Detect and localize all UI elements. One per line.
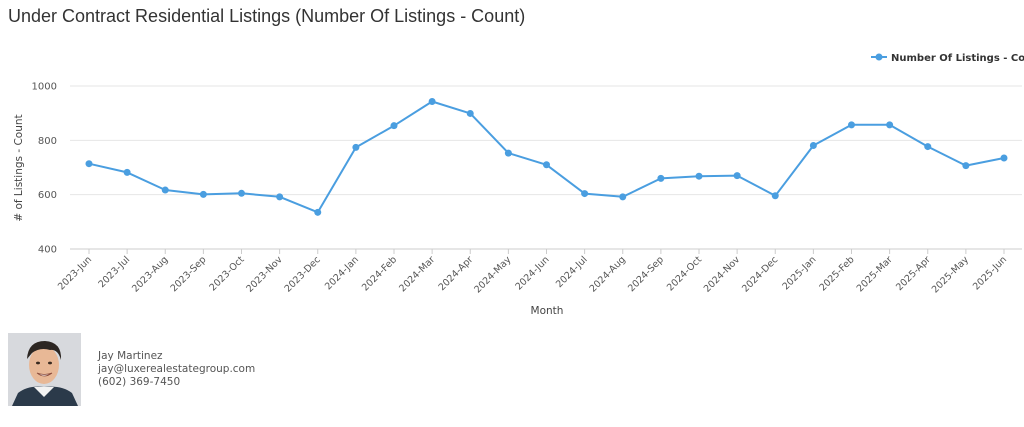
series-line [88, 100, 1005, 214]
data-point [314, 208, 322, 216]
x-tick-label: 2024-Apr [437, 254, 476, 293]
x-tick-label: 2023-Sep [169, 254, 209, 294]
legend-marker [875, 53, 883, 61]
page-title: Under Contract Residential Listings (Num… [8, 6, 526, 26]
y-tick-label: 400 [38, 245, 57, 256]
data-point [504, 149, 512, 157]
data-point [238, 189, 245, 197]
agent-email[interactable]: jay@luxerealestategroup.com [98, 363, 256, 375]
y-tick-label: 1000 [32, 82, 57, 93]
x-tick-label: 2024-Dec [740, 254, 780, 294]
legend-label: Number Of Listings - Count [891, 53, 1024, 64]
data-point [276, 193, 284, 201]
data-point [161, 186, 169, 194]
data-point [886, 121, 894, 129]
y-axis-title: # of Listings - Count [13, 114, 25, 221]
x-tick-label: 2025-Mar [855, 254, 895, 294]
x-tick-label: 2024-Nov [702, 254, 743, 295]
data-point [771, 192, 779, 200]
data-point [695, 172, 703, 180]
agent-name: Jay Martinez [98, 350, 163, 362]
x-tick-label: 2025-Jun [971, 254, 1009, 292]
data-point [390, 122, 398, 130]
x-tick-label: 2023-Nov [244, 254, 285, 295]
x-tick-label: 2023-Jun [56, 254, 94, 292]
agent-card: Jay Martinez jay@luxerealestategroup.com… [8, 333, 408, 407]
x-axis-title: Month [531, 305, 564, 317]
y-axis: 400 600 800 1000 [32, 82, 57, 256]
data-point [428, 97, 436, 105]
y-tick-label: 600 [38, 190, 57, 201]
data-point [809, 141, 817, 149]
data-point [657, 174, 665, 182]
data-point [733, 172, 741, 180]
data-point [466, 109, 474, 117]
data-point [123, 168, 131, 176]
data-point [619, 193, 627, 201]
y-tick-label: 800 [38, 136, 57, 147]
x-tick-label: 2023-Aug [130, 254, 170, 294]
x-tick-label: 2024-Feb [360, 254, 399, 293]
agent-info: Jay Martinez jay@luxerealestategroup.com… [98, 350, 255, 389]
x-tick-label: 2023-Oct [208, 254, 247, 293]
x-tick-label: 2024-Jun [513, 254, 551, 292]
x-tick-label: 2024-May [472, 254, 513, 295]
legend[interactable]: Number Of Listings - Count [871, 53, 1024, 64]
agent-avatar [8, 333, 81, 406]
data-point [1000, 154, 1008, 162]
data-point [962, 162, 970, 170]
x-tick-label: 2024-Sep [626, 254, 666, 294]
data-point [199, 190, 207, 198]
agent-phone[interactable]: (602) 369-7450 [98, 376, 181, 388]
x-tick-label: 2025-Apr [894, 254, 933, 293]
x-tick-label: 2023-Dec [283, 254, 323, 294]
data-point [581, 190, 589, 198]
x-tick-label: 2025-May [930, 254, 971, 295]
series-layer [85, 97, 1008, 216]
x-tick-label: 2024-Aug [588, 254, 628, 294]
x-tick-label: 2025-Feb [817, 254, 856, 293]
x-tick-label: 2024-Oct [665, 254, 704, 293]
x-tick-label: 2024-Mar [397, 254, 437, 294]
x-tick-label: 2024-Jul [554, 254, 590, 290]
x-tick-label: 2023-Jul [96, 254, 132, 290]
data-point [543, 161, 550, 169]
data-point [85, 160, 93, 168]
x-tick-label: 2024-Jan [323, 254, 361, 292]
x-tick-label: 2025-Jan [780, 254, 818, 292]
data-point [924, 143, 932, 151]
data-point [352, 143, 360, 151]
data-point [848, 121, 855, 129]
